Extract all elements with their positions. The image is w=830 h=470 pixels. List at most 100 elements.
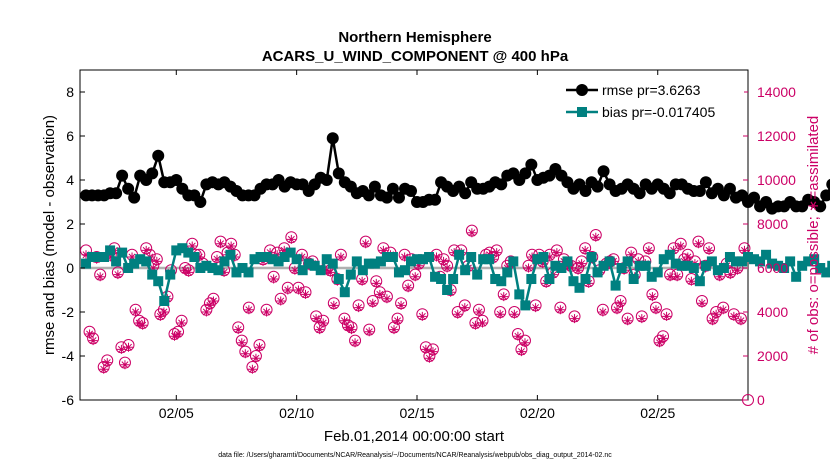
- legend: rmse pr=3.6263 bias pr=-0.017405: [558, 76, 744, 124]
- obs-assimilated-point: [573, 265, 583, 275]
- bias-point: [815, 263, 826, 273]
- obs-assimilated-point: [127, 252, 137, 262]
- obs-assimilated-point: [216, 239, 226, 249]
- bias-point: [315, 265, 326, 276]
- rmse-point: [128, 191, 141, 204]
- bias-point: [405, 256, 416, 267]
- bias-point: [363, 258, 374, 269]
- obs-assimilated-point: [318, 318, 328, 328]
- bias-point: [718, 263, 729, 273]
- obs-assimilated-point: [662, 311, 672, 321]
- rmse-point: [320, 174, 333, 186]
- chart-title-line-1: Northern Hemisphere: [338, 29, 491, 46]
- obs-assimilated-point: [495, 309, 505, 319]
- bias-point: [436, 274, 447, 284]
- obs-assimilated-point: [453, 309, 463, 319]
- bias-point: [755, 256, 766, 267]
- obs-assimilated-point: [591, 232, 601, 242]
- obs-assimilated-point: [159, 307, 169, 317]
- obs-assimilated-point: [403, 283, 413, 293]
- bias-point: [562, 256, 573, 267]
- bias-point: [761, 249, 772, 260]
- rmse-point: [404, 185, 417, 197]
- plot-frame: [79, 69, 749, 401]
- bias-point: [773, 260, 784, 271]
- rmse-point: [459, 187, 472, 200]
- rmse-point: [591, 180, 604, 193]
- bias-point: [767, 258, 778, 269]
- rmse-point: [392, 191, 405, 204]
- bias-point: [345, 269, 356, 280]
- bias-point: [339, 287, 350, 298]
- bias-point: [652, 267, 663, 278]
- bias-point: [803, 256, 814, 267]
- obs-assimilated-point: [439, 256, 449, 266]
- bias-point: [598, 260, 609, 271]
- obs-assimilated-point: [693, 239, 703, 249]
- obs-assimilated-point: [704, 245, 714, 255]
- obs-assimilated-point: [329, 300, 339, 310]
- obs-assimilated-point: [729, 311, 739, 321]
- obs-assimilated-point: [382, 294, 392, 304]
- bias-point: [538, 252, 549, 262]
- bias-point: [357, 265, 368, 276]
- bias-point: [267, 254, 278, 265]
- bias-point: [231, 267, 242, 278]
- bias-point: [418, 254, 429, 265]
- obs-assimilated-point: [201, 307, 211, 317]
- y-left-tick-label: 2: [66, 216, 74, 232]
- bias-point: [676, 260, 687, 271]
- bias-point: [670, 258, 681, 269]
- obs-assimilated-point: [566, 263, 576, 273]
- bias-point: [381, 252, 392, 262]
- x-tick-label: 02/15: [399, 405, 434, 421]
- obs-assimilated-point: [424, 353, 434, 363]
- obs-assimilated-point: [375, 289, 385, 299]
- bias-point: [375, 256, 386, 267]
- obs-assimilated-point: [492, 248, 502, 258]
- obs-assimilated-point: [155, 311, 165, 321]
- bias-point: [526, 274, 537, 284]
- bias-point: [508, 256, 519, 267]
- bias-point: [117, 247, 128, 258]
- obs-assimilated-point: [651, 305, 661, 315]
- obs-assimilated-point: [739, 245, 749, 255]
- obs-assimilated-point: [180, 265, 190, 275]
- obs-assimilated-point: [658, 333, 668, 343]
- rmse-point: [368, 180, 381, 193]
- obs-assimilated-point: [520, 338, 530, 348]
- bias-point: [610, 280, 621, 291]
- obs-assimilated-point: [725, 270, 735, 280]
- obs-assimilated-point: [708, 316, 718, 326]
- rmse-point: [699, 176, 712, 189]
- bias-point: [219, 256, 230, 267]
- bias-point: [135, 254, 146, 265]
- bias-point: [183, 247, 194, 258]
- rmse-point: [748, 191, 761, 204]
- bias-point: [646, 271, 657, 282]
- bias-point: [159, 296, 170, 306]
- obs-assimilated-point: [616, 298, 626, 308]
- obs-assimilated-point: [378, 245, 388, 255]
- obs-assimilated-point: [187, 241, 197, 251]
- obs-assimilated-point: [208, 296, 218, 306]
- bias-point: [809, 254, 820, 265]
- bias-point: [273, 256, 284, 267]
- y-axis-right-label: # of obs: o=possible; ∗=assimilated: [805, 116, 822, 355]
- obs-assimilated-point: [269, 274, 279, 284]
- rmse-point: [146, 167, 159, 180]
- obs-assimilated-point: [509, 309, 519, 319]
- bias-point: [604, 256, 615, 267]
- legend-rmse-label: rmse pr=3.6263: [602, 82, 701, 98]
- bias-point: [544, 274, 555, 284]
- x-tick-label: 02/05: [159, 405, 194, 421]
- bias-point: [616, 263, 627, 273]
- obs-assimilated-point: [598, 307, 608, 317]
- rmse-point: [693, 185, 706, 197]
- obs-assimilated-point: [343, 322, 353, 332]
- rmse-point: [326, 132, 339, 145]
- bias-point: [255, 252, 266, 262]
- bias-point: [189, 252, 200, 262]
- rmse-point: [826, 178, 830, 190]
- rmse-point: [597, 165, 610, 178]
